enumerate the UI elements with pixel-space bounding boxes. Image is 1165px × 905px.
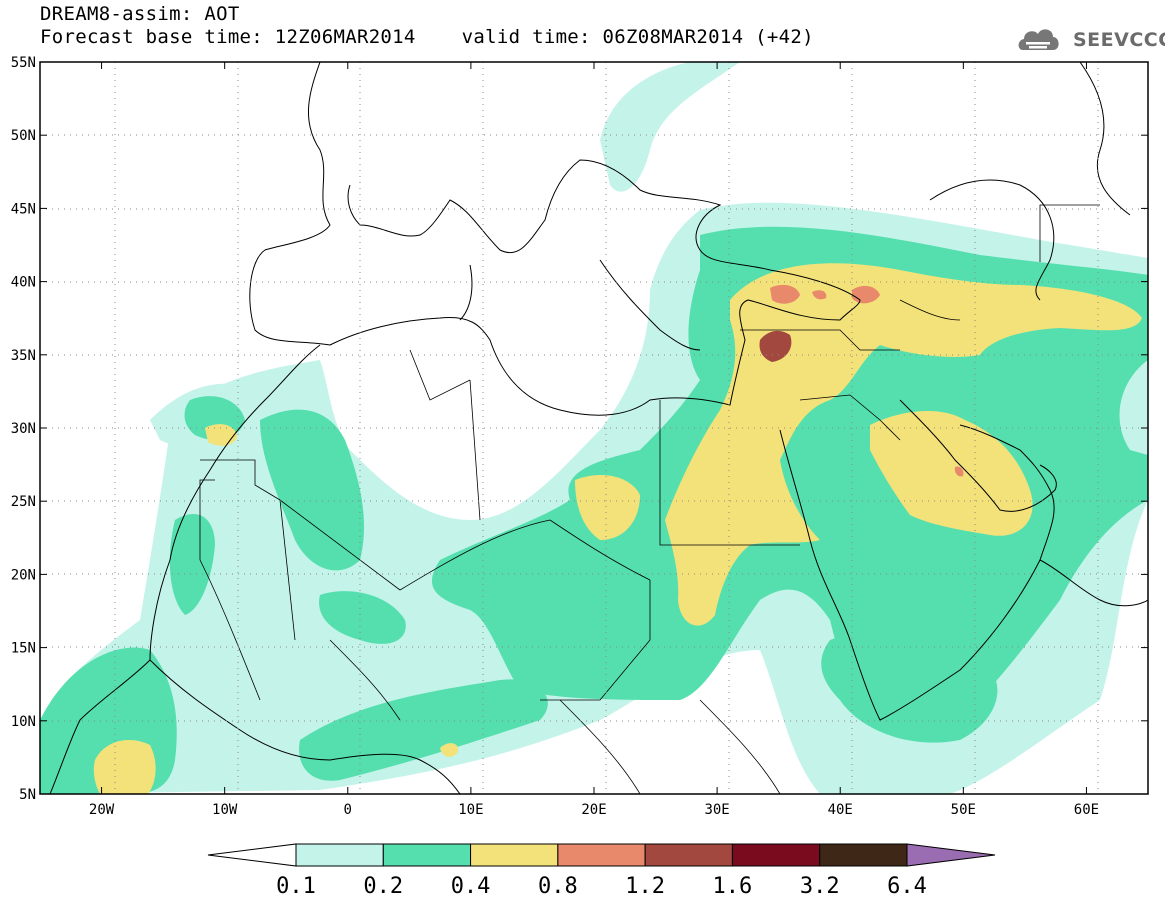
colorbar-level-label: 0.8 (538, 874, 578, 899)
colorbar-box (295, 843, 384, 867)
lat-tick-label: 5N (19, 787, 36, 803)
country-borders (199, 204, 1100, 794)
map-title: DREAM8-assim: AOT (40, 3, 240, 25)
lat-tick-label: 40N (11, 275, 36, 291)
lon-tick-label: 60E (1074, 802, 1099, 818)
axis-ticks: 20W 10W 0 10E 20E 30E 40E 50E 60E 55N 50N 45N 40N 35N… (11, 55, 1148, 818)
lat-tick-label: 10N (11, 714, 36, 730)
coastlines (49, 62, 1148, 794)
lon-tick-label: 0 (344, 802, 352, 818)
valid-time: valid time: 06Z08MAR2014 (+42) (461, 26, 814, 48)
colorbar-box (644, 843, 733, 867)
lat-tick-label: 45N (11, 201, 36, 217)
colorbar-level-label: 1.2 (625, 874, 665, 899)
colorbar-box (557, 843, 646, 867)
cloud-icon (1018, 29, 1059, 50)
colorbar-level-label: 0.1 (276, 874, 316, 899)
colorbar-box (470, 843, 559, 867)
colorbar-box (819, 843, 908, 867)
lon-tick-label: 20E (581, 802, 606, 818)
colorbar-level-label: 6.4 (887, 874, 927, 899)
colorbar-high-arrow (906, 843, 996, 867)
colorbar-level-label: 0.4 (451, 874, 491, 899)
lat-tick-label: 25N (11, 494, 36, 510)
lon-tick-label: 20W (89, 802, 115, 818)
lat-tick-label: 50N (11, 128, 36, 144)
aot-contours (40, 62, 1148, 794)
aot-level-1.2 (759, 330, 792, 362)
colorbar-level-label: 0.2 (363, 874, 403, 899)
lat-tick-label: 20N (11, 567, 36, 583)
lat-tick-label: 35N (11, 348, 36, 364)
lon-tick-label: 50E (951, 802, 976, 818)
colorbar-low-arrow (207, 843, 297, 867)
colorbar-box (382, 843, 472, 867)
lat-tick-label: 55N (11, 55, 36, 71)
map-subtitle: Forecast base time: 12Z06MAR2014 valid ti… (40, 27, 814, 47)
colorbar-level-label: 3.2 (800, 874, 840, 899)
lat-tick-label: 30N (11, 421, 36, 437)
lon-tick-label: 30E (704, 802, 729, 818)
map-grid (40, 62, 1148, 794)
lon-tick-label: 10W (212, 802, 238, 818)
forecast-base-time: Forecast base time: 12Z06MAR2014 (40, 26, 416, 48)
lon-tick-label: 10E (458, 802, 483, 818)
colorbar-level-label: 1.6 (713, 874, 753, 899)
lat-tick-label: 15N (11, 641, 36, 657)
colorbar-box (731, 843, 821, 867)
lon-tick-label: 40E (828, 802, 853, 818)
seevccc-logo-text: SEEVCCC (1073, 29, 1165, 51)
colorbar: 0.1 0.2 0.4 0.8 1.2 1.6 3.2 6.4 (207, 843, 996, 899)
